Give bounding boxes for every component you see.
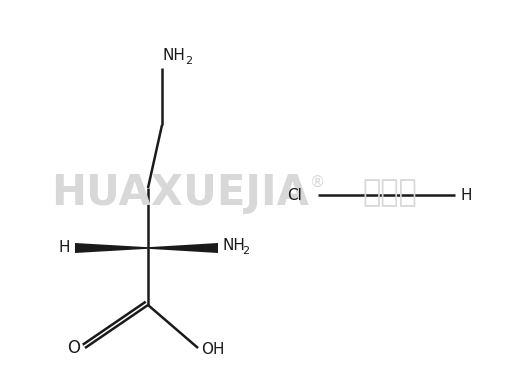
Text: 化学加: 化学加 xyxy=(362,178,417,208)
Text: H: H xyxy=(460,188,472,203)
Text: OH: OH xyxy=(201,342,224,357)
Text: H: H xyxy=(59,240,70,256)
Text: NH: NH xyxy=(163,47,186,63)
Polygon shape xyxy=(75,243,148,253)
Text: ®: ® xyxy=(310,174,326,190)
Text: Cl: Cl xyxy=(287,188,302,203)
Text: O: O xyxy=(67,339,80,357)
Text: 2: 2 xyxy=(242,246,249,256)
Text: HUAXUEJIA: HUAXUEJIA xyxy=(51,172,309,214)
Text: NH: NH xyxy=(222,237,245,252)
Text: 2: 2 xyxy=(185,56,192,66)
Polygon shape xyxy=(148,243,218,253)
